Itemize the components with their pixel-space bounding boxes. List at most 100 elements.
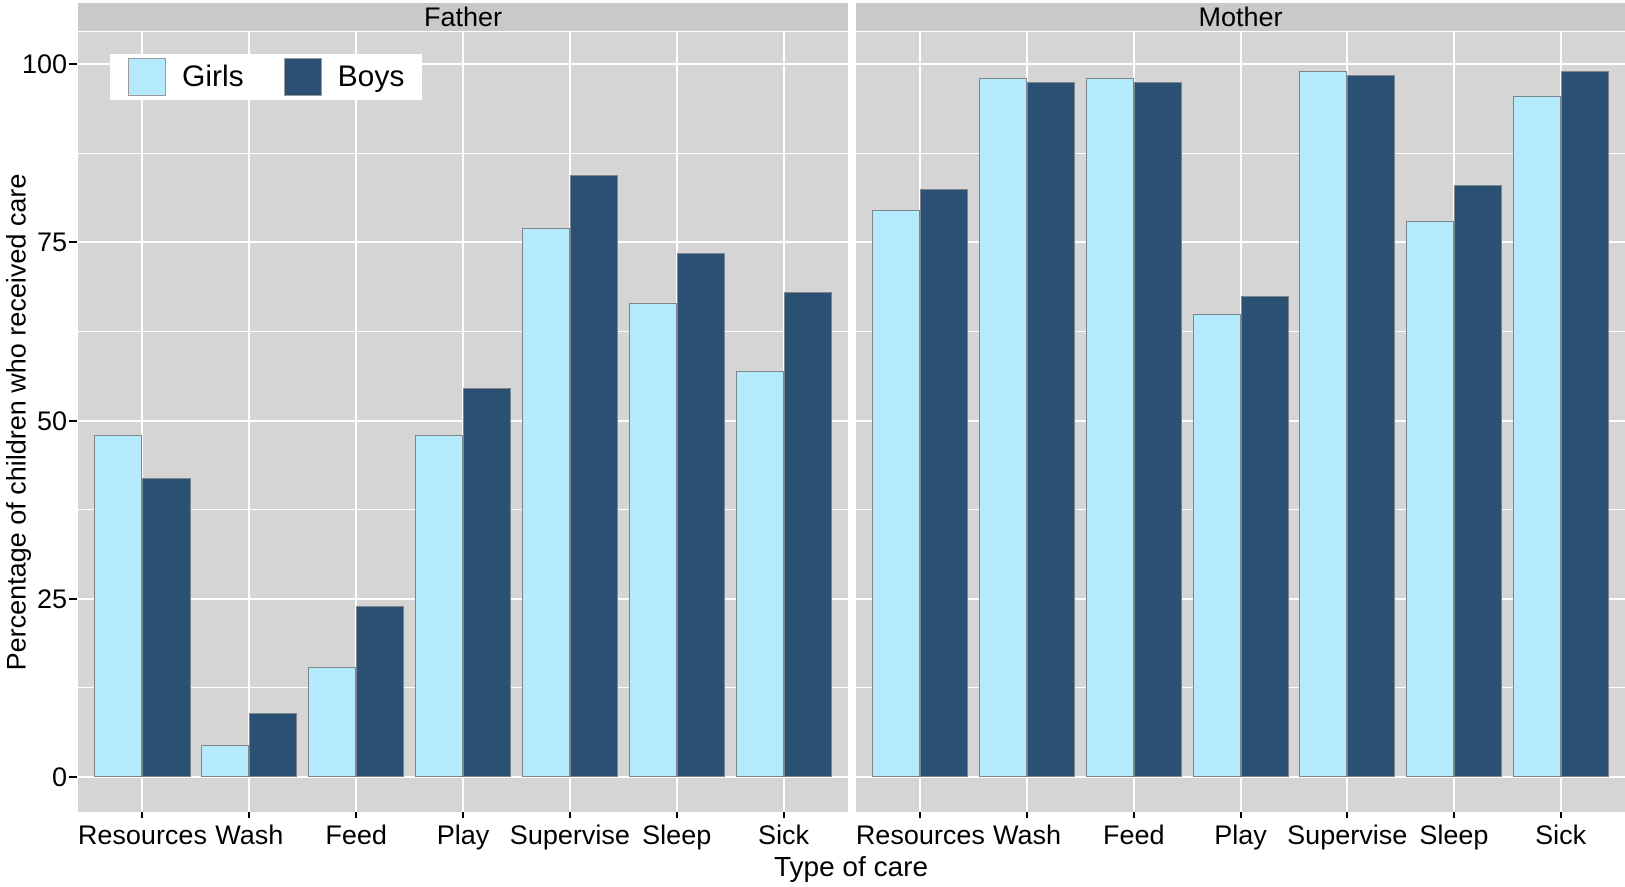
girls-color-swatch-icon [128,58,166,96]
bar-girls-sick [1512,96,1561,777]
x-tick [248,812,251,818]
bar-boys-play [1240,295,1289,777]
gridline-major [78,241,848,244]
facet-strip-father: Father [78,2,848,32]
bar-girls-wash [201,744,250,777]
x-tick [462,812,464,818]
bar-boys-resources [920,188,969,777]
x-tick [1026,812,1029,818]
y-tick-mark [69,597,77,600]
gridline-vertical [355,32,358,812]
y-tick-mark [69,241,77,244]
x-tick-label: Sick [1535,820,1587,850]
category-slot-supervise [1294,64,1401,777]
bar-girls-wash [979,78,1028,777]
bar-boys-supervise [569,174,618,777]
x-tick [919,812,922,818]
facet-mother: Mother Resources Wash Feed Play Supervise Sle… [856,2,1625,863]
gridline-major [856,776,1625,778]
y-tick-label: 75 [36,227,67,258]
y-tick-mark [69,776,77,778]
bar-boys-wash [249,712,298,777]
x-tick [568,812,571,818]
x-tick [1559,812,1562,818]
legend: Girls Boys [110,54,423,100]
bar-boys-play [463,388,512,777]
x-tick-label: Resources [77,820,207,850]
bar-girls-play [1192,313,1241,777]
bars-area [867,64,1614,777]
category-slot-sleep [1401,64,1508,777]
bar-girls-supervise [1299,71,1348,777]
bar-girls-feed [308,666,357,777]
y-tick-mark [69,63,77,65]
bar-girls-sleep [1405,220,1454,777]
category-slot-feed [303,64,410,777]
category-slot-resources [89,64,196,777]
boys-color-swatch-icon [283,58,322,96]
bar-girls-resources [872,210,921,777]
bar-boys-sleep [1453,185,1502,777]
bar-girls-play [414,434,463,777]
category-slot-sick [730,64,837,777]
y-tick-label: 50 [36,405,67,436]
legend-item-girls: Girls [128,58,244,96]
bar-boys-resources [142,477,191,777]
gridline-vertical [141,32,144,812]
category-slot-play [1187,64,1294,777]
gridline-vertical [248,32,251,812]
gridline-major [78,776,848,778]
bar-boys-sick [1560,71,1609,777]
category-slot-wash [196,64,303,777]
bar-boys-wash [1027,81,1076,777]
bar-boys-supervise [1347,74,1396,777]
legend-label-boys: Boys [337,60,405,93]
x-tick [1452,812,1455,818]
gridline-major [856,63,1625,65]
facet-panel-father [78,32,848,812]
x-tick-label: Wash [993,820,1062,850]
category-slot-sick [1507,64,1614,777]
category-slot-resources [867,64,974,777]
legend-item-boys: Boys [283,58,405,96]
facet-strip-mother: Mother [856,2,1625,32]
x-tick [675,812,678,818]
x-tick-label: Wash [215,820,284,850]
category-slot-sleep [623,64,730,777]
gridline-minor [856,152,1625,154]
y-tick-mark [69,419,77,422]
bar-boys-feed [1133,81,1182,777]
x-tick [1239,812,1242,818]
facet-father: Father Resources Wash Feed Play Supervise Sle… [77,2,848,863]
x-tick [782,812,785,818]
bar-boys-sleep [676,252,725,777]
category-slot-play [410,64,517,777]
gridline-major [856,241,1625,244]
y-tick-label: 0 [51,762,67,792]
category-slot-wash [974,64,1081,777]
category-slot-feed [1080,64,1187,777]
facet-panel-mother [856,32,1625,812]
x-tick-label: Sick [758,820,810,850]
y-tick-label: 25 [36,583,67,614]
bar-girls-sleep [628,302,677,777]
x-tick-label: Play [436,820,490,850]
x-tick-label: Sleep [1419,820,1489,850]
category-slot-supervise [516,64,623,777]
x-tick-label: Play [1214,820,1267,850]
x-axis-title: Type of care [773,851,929,882]
gridline-major [78,63,848,65]
bar-girls-feed [1085,78,1134,777]
x-tick-label: Sleep [642,820,712,850]
x-tick [355,812,358,818]
x-tick [141,812,144,818]
x-tick-label: Supervise [509,820,630,850]
bar-girls-sick [735,370,784,777]
bar-boys-sick [783,292,832,777]
x-tick-label: Feed [1103,820,1165,850]
gridline-minor [78,330,848,332]
bar-girls-resources [94,434,143,777]
x-tick-label: Supervise [1287,820,1408,850]
legend-label-girls: Girls [182,60,244,93]
